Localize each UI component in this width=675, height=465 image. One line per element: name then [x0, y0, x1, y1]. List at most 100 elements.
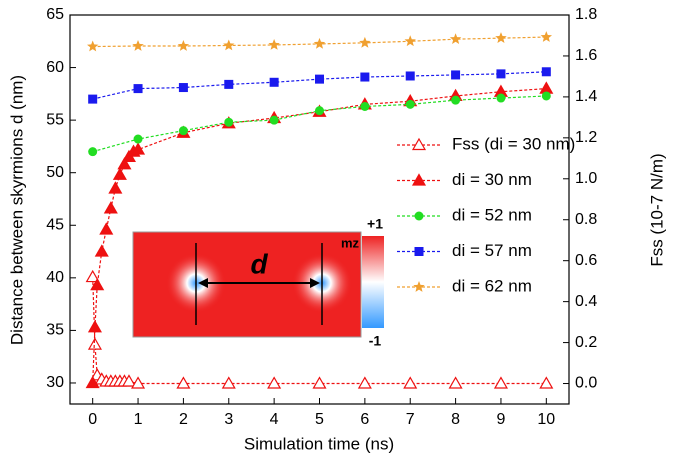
- point: [178, 83, 188, 93]
- point: [131, 376, 146, 389]
- x-tick-label: 7: [406, 411, 415, 428]
- legend-label: Fss (di = 30 nm): [452, 134, 575, 153]
- point: [117, 157, 132, 170]
- y-tick-label: 60: [46, 59, 64, 76]
- point: [413, 281, 425, 292]
- y2-tick-label: 1.2: [575, 129, 597, 146]
- y2-tick-label: 1.0: [575, 170, 597, 187]
- y2-tick-label: 1.6: [575, 47, 597, 64]
- inset: d mz +1 -1: [132, 216, 384, 349]
- point: [85, 269, 100, 283]
- point: [224, 79, 234, 89]
- y-tick-label: 40: [46, 269, 64, 286]
- point: [133, 134, 143, 144]
- point: [94, 244, 109, 257]
- y2-tick-label: 0.6: [575, 252, 597, 269]
- point: [496, 69, 506, 79]
- y2-axis-label: Fss (10-7 N/m): [647, 153, 666, 266]
- point: [269, 77, 279, 87]
- point: [540, 31, 552, 42]
- point: [268, 39, 280, 50]
- point: [359, 36, 371, 48]
- x-tick-label: 0: [88, 411, 97, 428]
- x-tick-label: 6: [360, 411, 369, 428]
- inset-d-label: d: [250, 248, 268, 279]
- point: [405, 99, 415, 109]
- colorbar-max: +1: [367, 216, 383, 232]
- point: [269, 115, 279, 125]
- point: [223, 39, 235, 51]
- point: [178, 126, 188, 136]
- point: [414, 211, 424, 221]
- y-tick-label: 65: [46, 6, 64, 23]
- y-tick-label: 50: [46, 164, 64, 181]
- y2-tick-label: 0.0: [575, 375, 597, 392]
- point: [403, 376, 418, 389]
- y-tick-label: 35: [46, 322, 64, 339]
- point: [357, 376, 372, 389]
- point: [88, 94, 98, 104]
- y2-tick-label: 1.4: [575, 88, 597, 105]
- point: [360, 72, 370, 82]
- x-tick-label: 9: [497, 411, 506, 428]
- point: [88, 147, 98, 157]
- point: [99, 222, 114, 235]
- point: [451, 95, 461, 105]
- point: [496, 93, 506, 103]
- series-line: [92, 71, 547, 100]
- point: [315, 74, 324, 84]
- point: [539, 376, 554, 389]
- point: [493, 376, 508, 389]
- point: [541, 67, 551, 77]
- y2-tick-label: 0.8: [575, 211, 597, 228]
- x-tick-label: 10: [537, 411, 555, 428]
- point: [85, 375, 100, 389]
- point: [495, 32, 507, 43]
- y-tick-label: 30: [46, 374, 64, 391]
- legend-label: di = 30 nm: [452, 170, 532, 189]
- point: [176, 376, 191, 389]
- point: [177, 40, 190, 51]
- point: [87, 320, 102, 333]
- point: [87, 40, 99, 52]
- point: [121, 374, 137, 387]
- point: [313, 37, 326, 49]
- point: [448, 376, 463, 389]
- y-tick-label: 45: [46, 216, 64, 233]
- y-tick-label: 55: [46, 111, 64, 128]
- legend-label: di = 62 nm: [452, 276, 532, 295]
- legend-label: di = 52 nm: [452, 205, 532, 224]
- point: [449, 33, 462, 44]
- point: [90, 277, 105, 291]
- point: [112, 167, 127, 180]
- x-tick-label: 8: [451, 411, 460, 428]
- point: [405, 71, 415, 81]
- y2-tick-label: 0.4: [575, 293, 597, 310]
- x-axis-label: Simulation time (ns): [244, 434, 394, 453]
- point: [131, 142, 146, 155]
- point: [224, 117, 234, 127]
- point: [404, 35, 416, 47]
- x-tick-label: 5: [315, 411, 324, 428]
- point: [133, 84, 143, 94]
- colorbar-min: -1: [369, 333, 382, 349]
- y2-tick-label: 1.8: [575, 6, 597, 23]
- colorbar-title: mz: [341, 235, 360, 250]
- point: [451, 70, 461, 80]
- y-axis-label: Distance between skyrmions d (nm): [7, 75, 26, 345]
- point: [312, 376, 327, 389]
- point: [411, 173, 427, 186]
- point: [411, 137, 427, 151]
- point: [87, 337, 102, 350]
- point: [315, 106, 324, 116]
- point: [221, 376, 236, 389]
- point: [267, 376, 282, 389]
- legend-label: di = 57 nm: [452, 241, 532, 260]
- point: [541, 91, 551, 101]
- y2-tick-label: 0.2: [575, 334, 597, 351]
- point: [414, 247, 424, 256]
- point: [360, 101, 370, 111]
- x-tick-label: 4: [270, 411, 279, 428]
- x-tick-label: 2: [179, 411, 188, 428]
